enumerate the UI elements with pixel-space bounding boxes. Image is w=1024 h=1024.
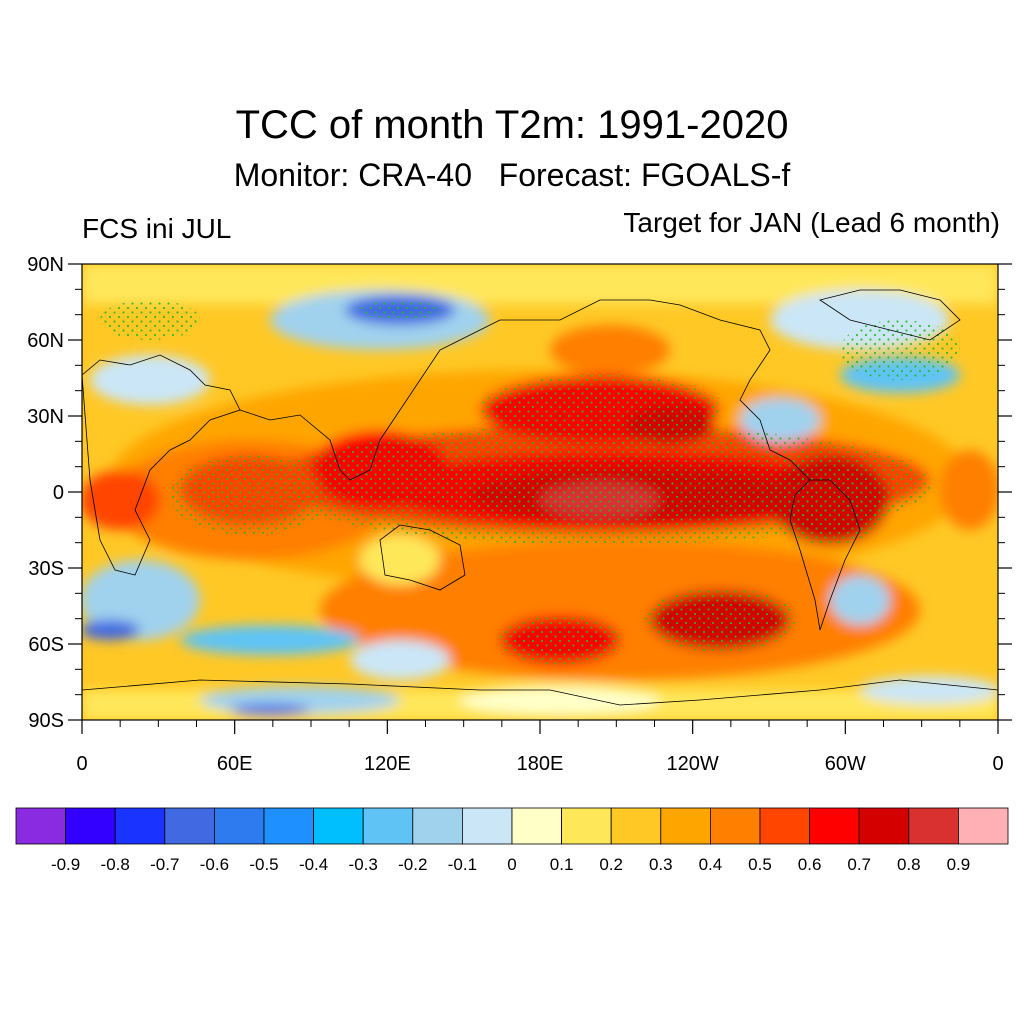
colorbar-label: 0.3 (649, 855, 673, 874)
init-label: FCS ini JUL (82, 213, 232, 244)
lat-tick-label: 60N (27, 330, 64, 352)
colorbar-swatch (213, 807, 265, 845)
colorbar-swatch (809, 807, 860, 845)
colorbar-label: 0.6 (798, 855, 822, 874)
chart-subtitle: Monitor: CRA-40 Forecast: FGOALS-f (233, 157, 791, 193)
colorbar-swatch (114, 807, 166, 845)
lon-tick-label: 180E (517, 753, 564, 775)
lon-tick-label: 120E (364, 753, 411, 775)
colorbar-label: -0.2 (398, 855, 427, 874)
colorbar-label: -0.1 (448, 855, 477, 874)
colorbar-swatch (362, 807, 414, 845)
colorbar-swatch (561, 807, 612, 845)
lat-tick-label: 0 (53, 482, 64, 504)
lat-tick-label: 30S (28, 558, 64, 580)
colorbar-label: 0.1 (550, 855, 574, 874)
target-label: Target for JAN (Lead 6 month) (623, 207, 1000, 238)
correlation-map (82, 264, 998, 720)
coastlines (82, 289, 998, 706)
colorbar-swatch (660, 807, 711, 845)
colorbar-swatch (15, 807, 66, 845)
colorbar-label: -0.6 (200, 855, 229, 874)
colorbar-swatch (313, 807, 364, 845)
colorbar-label: -0.4 (299, 855, 328, 874)
lat-tick-label: 60S (28, 634, 64, 656)
colorbar-swatch (412, 807, 463, 845)
colorbar-label: 0.5 (748, 855, 772, 874)
colorbar-swatch (858, 807, 910, 845)
colorbar-label: 0.8 (897, 855, 921, 874)
colorbar-swatch (461, 807, 513, 845)
colorbar-swatch (65, 807, 116, 845)
lat-tick-label: 30N (27, 406, 64, 428)
colorbar-label: 0.4 (699, 855, 723, 874)
lat-tick-label: 90N (27, 254, 64, 276)
colorbar-swatch (759, 807, 810, 845)
colorbar: -0.9 -0.8 -0.7 -0.6 -0.5 -0.4 -0.3 -0.2 -0.1 0 0.1… (15, 807, 1009, 874)
colorbar-label: -0.9 (51, 855, 80, 874)
colorbar-swatch (908, 807, 959, 845)
colorbar-swatch (164, 807, 215, 845)
lat-tick-label: 90S (28, 710, 64, 732)
colorbar-label: -0.3 (349, 855, 378, 874)
colorbar-swatch (263, 807, 314, 845)
colorbar-label: -0.5 (249, 855, 278, 874)
lon-tick-label: 60E (217, 753, 253, 775)
colorbar-label: 0.7 (847, 855, 871, 874)
colorbar-label: 0 (507, 855, 516, 874)
colorbar-swatch (958, 807, 1009, 845)
significance-stipple (100, 300, 960, 665)
colorbar-swatch (610, 807, 662, 845)
colorbar-label: -0.8 (101, 855, 130, 874)
colorbar-swatch (511, 807, 562, 845)
lon-tick-label: 120W (667, 753, 719, 775)
axis-ticks: 90N 60N 30N 0 30S 60S 90S 0 60E 120E 180E 120W 60W 0 (27, 254, 1012, 775)
colorbar-label: 0.9 (947, 855, 971, 874)
colorbar-label: 0.2 (599, 855, 623, 874)
colorbar-swatch (710, 807, 761, 845)
lon-tick-label: 60W (825, 753, 866, 775)
chart-title: TCC of month T2m: 1991-2020 (235, 103, 789, 147)
lon-tick-label: 0 (76, 753, 87, 775)
colorbar-label: -0.7 (150, 855, 179, 874)
lon-tick-label: 0 (992, 753, 1003, 775)
